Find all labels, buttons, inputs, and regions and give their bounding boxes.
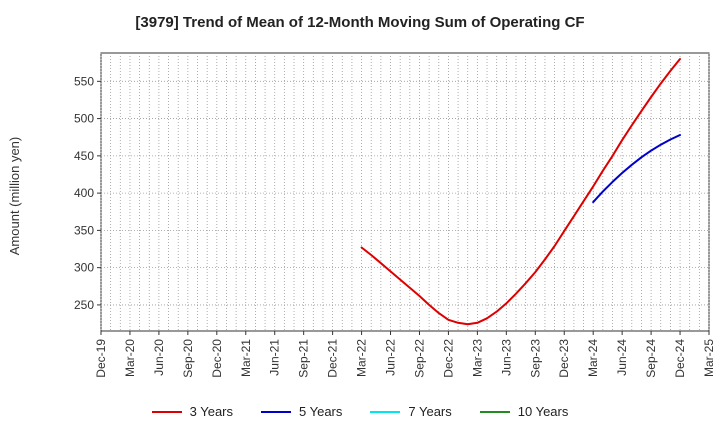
x-tick-label: Mar-20 <box>123 339 137 377</box>
legend-label-3-years: 3 Years <box>189 404 233 419</box>
legend-label-10-years: 10 Years <box>517 404 569 419</box>
x-tick-label: Dec-24 <box>673 339 687 378</box>
y-axis-label: Amount (million yen) <box>7 137 22 256</box>
x-tick-label: Sep-24 <box>644 339 658 378</box>
x-tick-label: Jun-24 <box>615 339 629 376</box>
x-tick-label: Sep-22 <box>412 339 426 378</box>
x-tick-label: Jun-21 <box>268 339 282 376</box>
x-tick-label: Mar-23 <box>470 339 484 377</box>
y-tick-label: 250 <box>74 298 94 312</box>
x-tick-label: Sep-21 <box>297 339 311 378</box>
x-tick-label: Mar-24 <box>586 339 600 377</box>
legend-item-5-years: 5 Years <box>261 404 342 419</box>
x-tick-label: Dec-20 <box>210 339 224 378</box>
y-tick-label: 400 <box>74 186 94 200</box>
legend-swatch-7-years <box>370 410 401 413</box>
x-tick-label: Jun-20 <box>152 339 166 376</box>
x-tick-label: Dec-23 <box>557 339 571 378</box>
legend-swatch-10-years <box>479 410 510 413</box>
series-line-5-years <box>592 134 681 204</box>
chart-legend: 3 Years 5 Years 7 Years 10 Years <box>0 404 720 419</box>
x-tick-label: Dec-21 <box>326 339 340 378</box>
x-tick-label: Dec-19 <box>94 339 108 378</box>
legend-swatch-5-years <box>261 410 291 413</box>
legend-swatch-3-years <box>151 410 182 413</box>
y-tick-label: 350 <box>74 223 94 237</box>
y-tick-label: 300 <box>74 261 94 275</box>
series-line-3-years <box>360 58 681 326</box>
y-tick-label: 550 <box>74 74 94 88</box>
x-tick-label: Sep-20 <box>181 339 195 378</box>
legend-item-3-years: 3 Years <box>151 404 233 419</box>
plot-area <box>100 52 710 332</box>
legend-item-7-years: 7 Years <box>370 404 452 419</box>
x-tick-label: Mar-25 <box>702 339 716 377</box>
legend-label-7-years: 7 Years <box>408 404 452 419</box>
y-tick-label: 450 <box>74 149 94 163</box>
chart-title: [3979] Trend of Mean of 12-Month Moving … <box>135 14 585 31</box>
x-tick-label: Mar-22 <box>355 339 369 377</box>
legend-label-5-years: 5 Years <box>299 404 343 419</box>
x-tick-label: Sep-23 <box>528 339 542 378</box>
legend-item-10-years: 10 Years <box>479 404 569 419</box>
y-tick-label: 500 <box>74 112 94 126</box>
x-tick-label: Dec-22 <box>441 339 455 378</box>
x-tick-label: Mar-21 <box>239 339 253 377</box>
x-tick-label: Jun-23 <box>499 339 513 376</box>
x-tick-label: Jun-22 <box>384 339 398 376</box>
